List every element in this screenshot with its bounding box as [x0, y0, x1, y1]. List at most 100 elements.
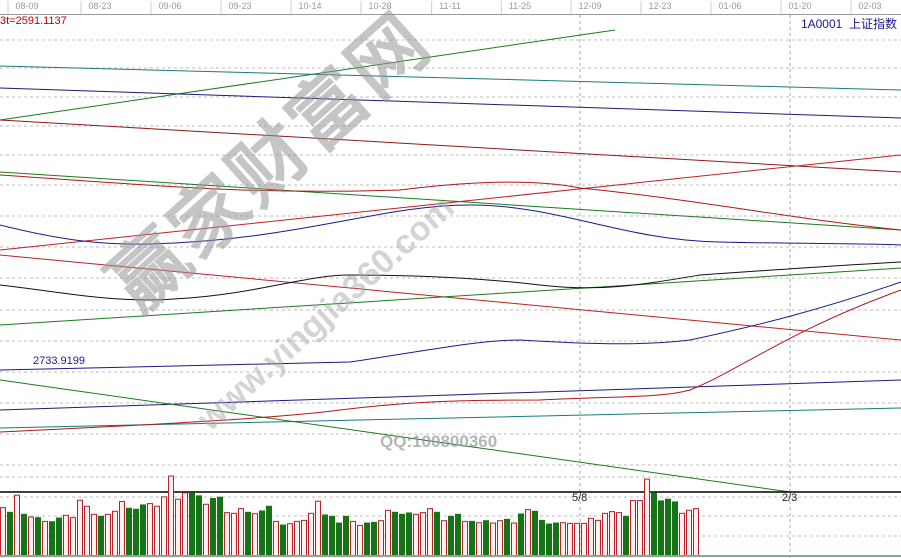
trend-line [0, 29, 616, 121]
volume-bar [595, 519, 601, 557]
volume-bar [560, 522, 566, 557]
volume-bar [315, 500, 321, 557]
volume-bar [182, 492, 188, 557]
volume-bar [210, 498, 216, 557]
volume-bar [105, 513, 111, 557]
volume-bar [63, 514, 69, 557]
volume-bar [385, 509, 391, 557]
volume-bar [203, 503, 209, 557]
volume-bar [616, 512, 622, 557]
watermark-qq: QQ:100800360 [380, 432, 498, 451]
symbol-label: 1A0001 上证指数 [801, 15, 897, 32]
volume-bar [602, 512, 608, 557]
volume-bar [658, 500, 664, 557]
volume-bar [14, 494, 20, 557]
volume-bar [91, 513, 97, 557]
volume-bar [287, 523, 293, 557]
volume-bar [350, 520, 356, 557]
trend-line [0, 261, 901, 301]
volume-bar [196, 495, 202, 557]
volume-bar [336, 522, 342, 557]
volume-bar [231, 512, 237, 557]
left-info-readout: 3t=2591.1137 [0, 15, 67, 27]
trend-line [0, 281, 901, 371]
x-tick-label: 01-20 [780, 1, 812, 14]
volume-bar [371, 521, 377, 557]
trend-line [0, 204, 901, 246]
volume-bar [217, 496, 223, 557]
volume-bar [665, 498, 671, 557]
x-tick-label: 12-23 [640, 1, 672, 14]
x-tick-label: 02-03 [850, 1, 882, 14]
trend-line [0, 267, 901, 326]
volume-bar [238, 508, 244, 557]
trend-line [0, 171, 901, 231]
volume-bar [294, 520, 300, 557]
volume-bar [49, 521, 55, 557]
volume-bar [476, 522, 482, 557]
volume-bar [588, 517, 594, 557]
volume-bar [392, 511, 398, 557]
volume-bar [574, 522, 580, 557]
x-tick-label: 10-28 [360, 1, 392, 14]
volume-bar [672, 501, 678, 557]
volume-bar [273, 520, 279, 557]
trend-line [0, 174, 901, 231]
x-tick-label: 09-23 [220, 1, 252, 14]
volume-bar [518, 513, 524, 557]
volume-bar [441, 520, 447, 557]
date-axis: 08-09 08-23 09-06 09-23 10-14 10-28 11-11 11-25… [0, 0, 901, 15]
volume-bar [483, 520, 489, 557]
volume-bar [56, 517, 62, 557]
volume-bar [301, 519, 307, 557]
volume-bar [35, 517, 41, 557]
volume-bar [357, 524, 363, 557]
volume-bar [147, 503, 153, 557]
trend-line [0, 87, 901, 119]
volume-bar [427, 508, 433, 557]
volume-bar [0, 507, 6, 557]
volume-bar [7, 511, 13, 557]
volume-bar [112, 510, 118, 557]
x-tick-label: 10-14 [290, 1, 322, 14]
volume-bar [119, 501, 125, 557]
volume-bar [364, 522, 370, 557]
volume-bar [266, 505, 272, 557]
volume-bar [343, 515, 349, 557]
volume-bar [42, 520, 48, 557]
trend-line [0, 379, 901, 411]
volume-bar [504, 518, 510, 557]
volume-bar [511, 522, 517, 557]
volume-bar [469, 520, 475, 557]
volume-bar [532, 510, 538, 557]
volume-bar [448, 515, 454, 557]
symbol-code: 1A0001 [800, 17, 843, 31]
volume-bar [497, 520, 503, 557]
volume-bar [553, 522, 559, 557]
volume-bar [420, 512, 426, 557]
volume-bar [686, 509, 692, 557]
volume-bar [329, 515, 335, 557]
trend-line [0, 154, 901, 251]
volume-bar [546, 523, 552, 557]
volume-bar [462, 520, 468, 557]
volume-bar [168, 475, 174, 557]
volume-bar [133, 508, 139, 557]
mark-label-b: 2/3 [782, 492, 798, 504]
volume-bar [581, 522, 587, 557]
symbol-name: 上证指数 [848, 17, 897, 31]
volume-bar [637, 500, 643, 557]
x-tick-label: 09-06 [150, 1, 182, 14]
x-tick-label: 12-09 [570, 1, 602, 14]
volume-bar [693, 508, 699, 557]
volume-bar [70, 517, 76, 557]
volume-bar [189, 492, 195, 557]
volume-bar [175, 498, 181, 557]
mark-label-a: 5/8 [572, 492, 588, 504]
volume-bar [490, 522, 496, 557]
volume-bar [259, 510, 265, 557]
volume-bar [280, 524, 286, 557]
volume-bar [21, 513, 27, 557]
volume-bar [154, 505, 160, 557]
